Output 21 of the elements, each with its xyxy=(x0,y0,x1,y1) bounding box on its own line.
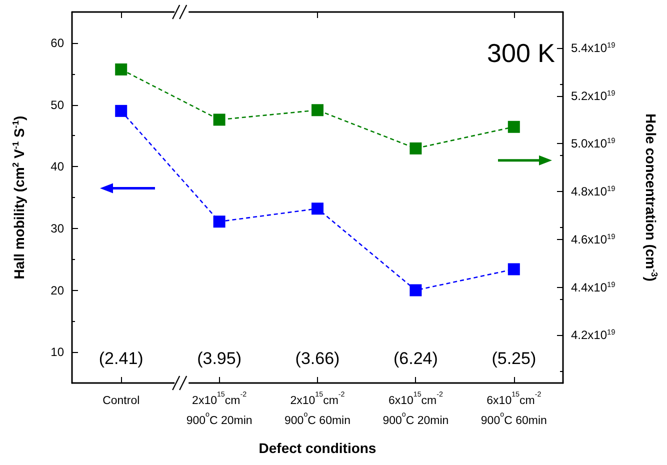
annotation: (6.24) xyxy=(393,348,438,368)
x-tick-label: Control xyxy=(102,395,140,407)
annotation: (5.25) xyxy=(492,348,536,368)
y-tick-label: 50 xyxy=(50,98,64,112)
y2-axis-title: Hole concentration (cm-3) xyxy=(643,114,660,282)
y-tick-label: 10 xyxy=(50,345,64,360)
y-axis-title: Hall mobility (cm2 V-1 S-1) xyxy=(10,116,27,280)
y-tick-label: 20 xyxy=(50,283,64,298)
point xyxy=(213,216,226,228)
y-tick-label: 60 xyxy=(50,36,64,50)
annotation: (3.95) xyxy=(197,348,242,368)
y-tick-label: 30 xyxy=(50,221,64,236)
point xyxy=(508,263,520,276)
annotation: 300 K xyxy=(487,38,556,68)
annotation: (2.41) xyxy=(98,348,144,368)
point xyxy=(410,284,422,296)
y-tick-label: 40 xyxy=(50,160,64,174)
annotation: (3.66) xyxy=(295,348,340,368)
point xyxy=(312,202,324,215)
point xyxy=(115,104,128,117)
x-axis-title: Defect conditions xyxy=(258,440,376,456)
